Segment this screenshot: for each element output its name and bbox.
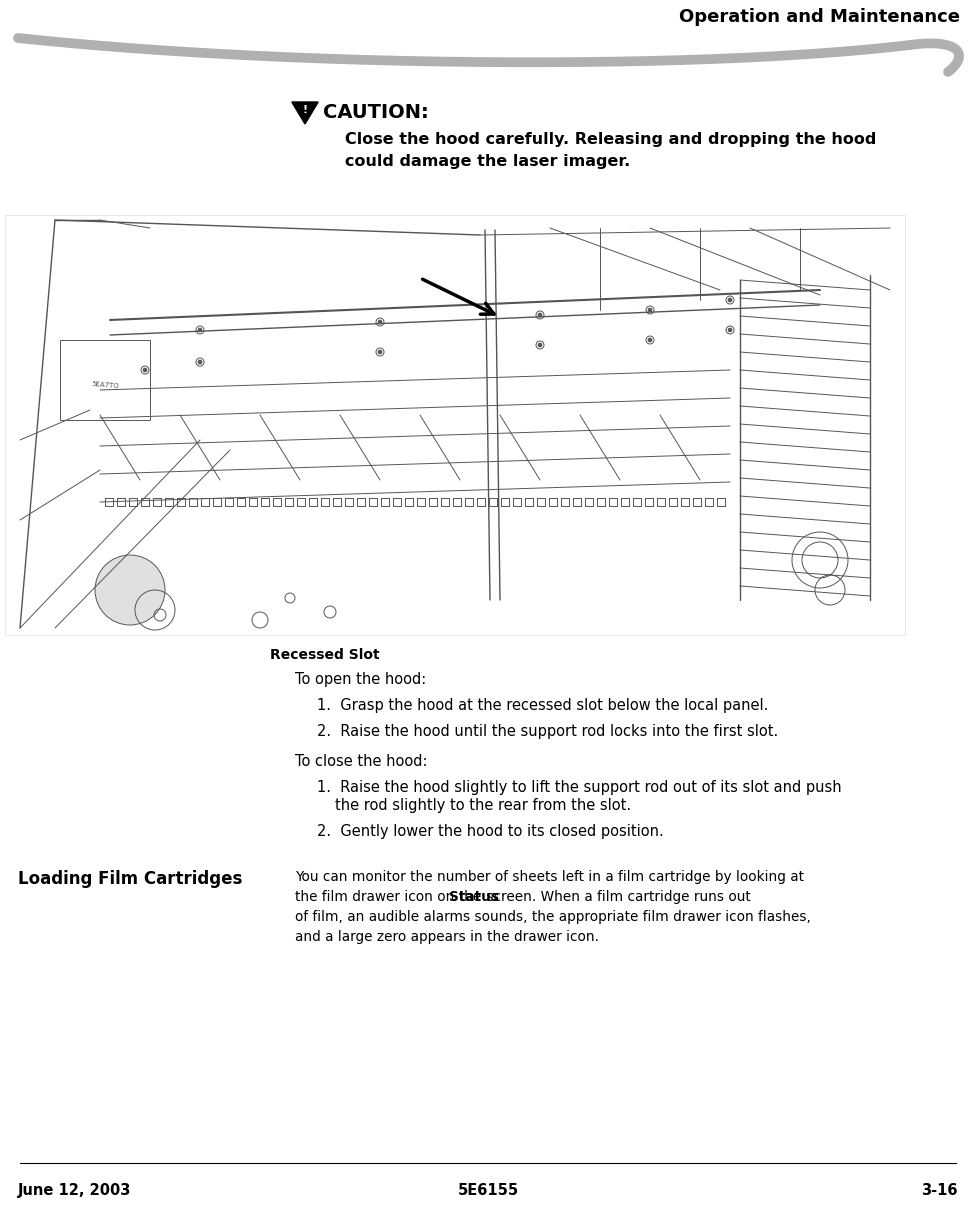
Text: of film, an audible alarms sounds, the appropriate film drawer icon flashes,: of film, an audible alarms sounds, the a… [295, 910, 811, 924]
Text: 2.  Gently lower the hood to its closed position.: 2. Gently lower the hood to its closed p… [317, 824, 664, 839]
Circle shape [143, 368, 147, 372]
Circle shape [378, 321, 382, 324]
Text: CAUTION:: CAUTION: [323, 102, 428, 122]
Text: could damage the laser imager.: could damage the laser imager. [345, 154, 630, 169]
Text: Close the hood carefully. Releasing and dropping the hood: Close the hood carefully. Releasing and … [345, 133, 876, 147]
Circle shape [198, 360, 202, 364]
Text: To open the hood:: To open the hood: [295, 672, 427, 687]
Bar [60, 340, 150, 421]
Circle shape [648, 308, 652, 312]
Bar [5, 214, 905, 635]
Text: Status: Status [449, 890, 499, 904]
Text: 5EA7TO: 5EA7TO [91, 381, 119, 389]
Text: 1.  Grasp the hood at the recessed slot below the local panel.: 1. Grasp the hood at the recessed slot b… [317, 698, 768, 713]
Text: To close the hood:: To close the hood: [295, 754, 427, 769]
Circle shape [198, 328, 202, 333]
Text: 2.  Raise the hood until the support rod locks into the first slot.: 2. Raise the hood until the support rod … [317, 724, 778, 739]
Circle shape [538, 343, 542, 347]
Text: screen. When a film cartridge runs out: screen. When a film cartridge runs out [482, 890, 751, 904]
Circle shape [648, 337, 652, 342]
Text: June 12, 2003: June 12, 2003 [18, 1183, 132, 1198]
Circle shape [95, 556, 165, 625]
Text: Operation and Maintenance: Operation and Maintenance [679, 8, 960, 27]
Text: Loading Film Cartridges: Loading Film Cartridges [18, 870, 242, 888]
Text: 3-16: 3-16 [921, 1183, 958, 1198]
Text: and a large zero appears in the drawer icon.: and a large zero appears in the drawer i… [295, 930, 599, 944]
Circle shape [728, 328, 732, 333]
Text: the rod slightly to the rear from the slot.: the rod slightly to the rear from the sl… [335, 798, 631, 813]
Text: 1.  Raise the hood slightly to lift the support rod out of its slot and push: 1. Raise the hood slightly to lift the s… [317, 780, 841, 795]
Text: 5E6155: 5E6155 [458, 1183, 518, 1198]
Text: You can monitor the number of sheets left in a film cartridge by looking at: You can monitor the number of sheets lef… [295, 870, 804, 884]
Circle shape [378, 349, 382, 354]
Circle shape [728, 298, 732, 302]
Text: Recessed Slot: Recessed Slot [270, 648, 380, 662]
Polygon shape [292, 102, 318, 124]
Circle shape [538, 313, 542, 317]
Text: the film drawer icon on the: the film drawer icon on the [295, 890, 486, 904]
Text: !: ! [303, 105, 307, 116]
